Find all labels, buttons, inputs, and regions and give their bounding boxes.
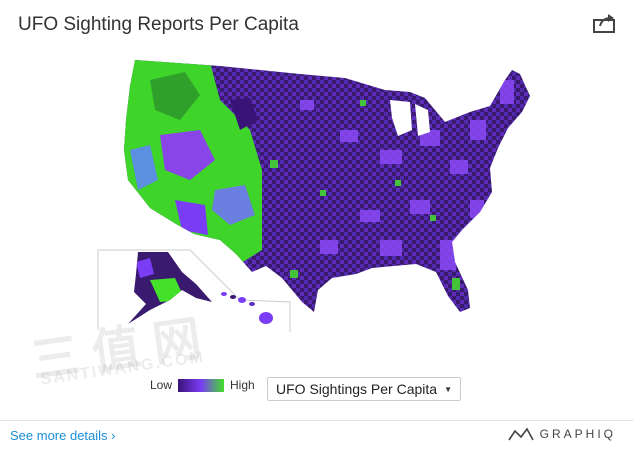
alaska-region[interactable] (120, 245, 220, 330)
legend-low-label: Low (150, 378, 173, 392)
footer: See more details › GRAPHIQ (0, 420, 634, 450)
legend-gradient (178, 378, 225, 392)
metric-dropdown-value: UFO Sightings Per Capita (276, 381, 438, 397)
brand-logo[interactable]: GRAPHIQ (507, 427, 616, 441)
see-more-details-link[interactable]: See more details › (10, 428, 116, 443)
share-icon[interactable] (592, 12, 618, 34)
choropleth-map[interactable] (0, 40, 634, 370)
chart-title: UFO Sighting Reports Per Capita (18, 14, 299, 35)
brand-name: GRAPHIQ (539, 427, 616, 441)
legend-high-label: High (230, 378, 255, 392)
dropdown-arrow-icon: ▼ (444, 384, 452, 394)
hawaii-region[interactable] (221, 292, 273, 324)
graphiq-logo-icon (507, 427, 534, 441)
metric-dropdown[interactable]: UFO Sightings Per Capita ▼ (267, 377, 461, 401)
color-legend: Low High (150, 378, 255, 392)
